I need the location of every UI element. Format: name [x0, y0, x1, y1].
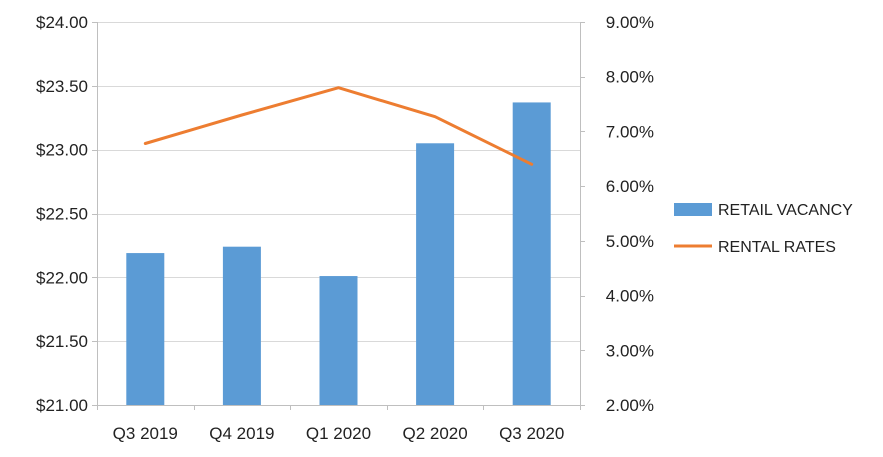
legend-label-rental-rates: RENTAL RATES: [718, 239, 836, 256]
bar: [222, 246, 261, 405]
right-tick-label: 7.00%: [606, 122, 654, 141]
bar: [319, 276, 358, 405]
bar: [126, 253, 165, 405]
right-axis-tick-labels: 2.00% 3.00% 4.00% 5.00% 6.00% 7.00% 8.00% 9.00%: [606, 13, 654, 415]
right-tick-label: 9.00%: [606, 13, 654, 32]
left-tick-label: $21.50: [36, 332, 88, 351]
x-axis-tick-labels: Q3 2019 Q4 2019 Q1 2020 Q2 2020 Q3 2020: [113, 424, 565, 443]
bar: [512, 102, 551, 406]
right-tick-label: 8.00%: [606, 68, 654, 87]
x-tick-label: Q1 2020: [306, 424, 371, 443]
legend: RETAIL VACANCY RENTAL RATES: [674, 202, 853, 256]
bar: [416, 143, 455, 406]
x-tick-label: Q4 2019: [209, 424, 274, 443]
axes: [92, 22, 585, 410]
right-tick-label: 2.00%: [606, 396, 654, 415]
x-tick-label: Q2 2020: [402, 424, 467, 443]
left-tick-label: $23.50: [36, 77, 88, 96]
left-tick-label: $23.00: [36, 141, 88, 160]
legend-swatch-retail-vacancy: [674, 203, 712, 216]
right-tick-label: 6.00%: [606, 177, 654, 196]
left-tick-label: $24.00: [36, 13, 88, 32]
left-axis-tick-labels: $21.00 $21.50 $22.00 $22.50 $23.00 $23.50 $24.…: [36, 13, 88, 415]
right-tick-label: 4.00%: [606, 287, 654, 306]
rental-rates-line: [143, 86, 534, 166]
right-tick-label: 3.00%: [606, 341, 654, 360]
bar-series-retail-vacancy: [126, 102, 551, 406]
legend-label-retail-vacancy: RETAIL VACANCY: [718, 202, 853, 219]
line-series-rental-rates: [143, 86, 534, 166]
x-tick-label: Q3 2020: [499, 424, 564, 443]
right-tick-label: 5.00%: [606, 232, 654, 251]
left-tick-label: $22.50: [36, 205, 88, 224]
left-tick-label: $21.00: [36, 396, 88, 415]
left-tick-label: $22.00: [36, 268, 88, 287]
x-tick-label: Q3 2019: [113, 424, 178, 443]
